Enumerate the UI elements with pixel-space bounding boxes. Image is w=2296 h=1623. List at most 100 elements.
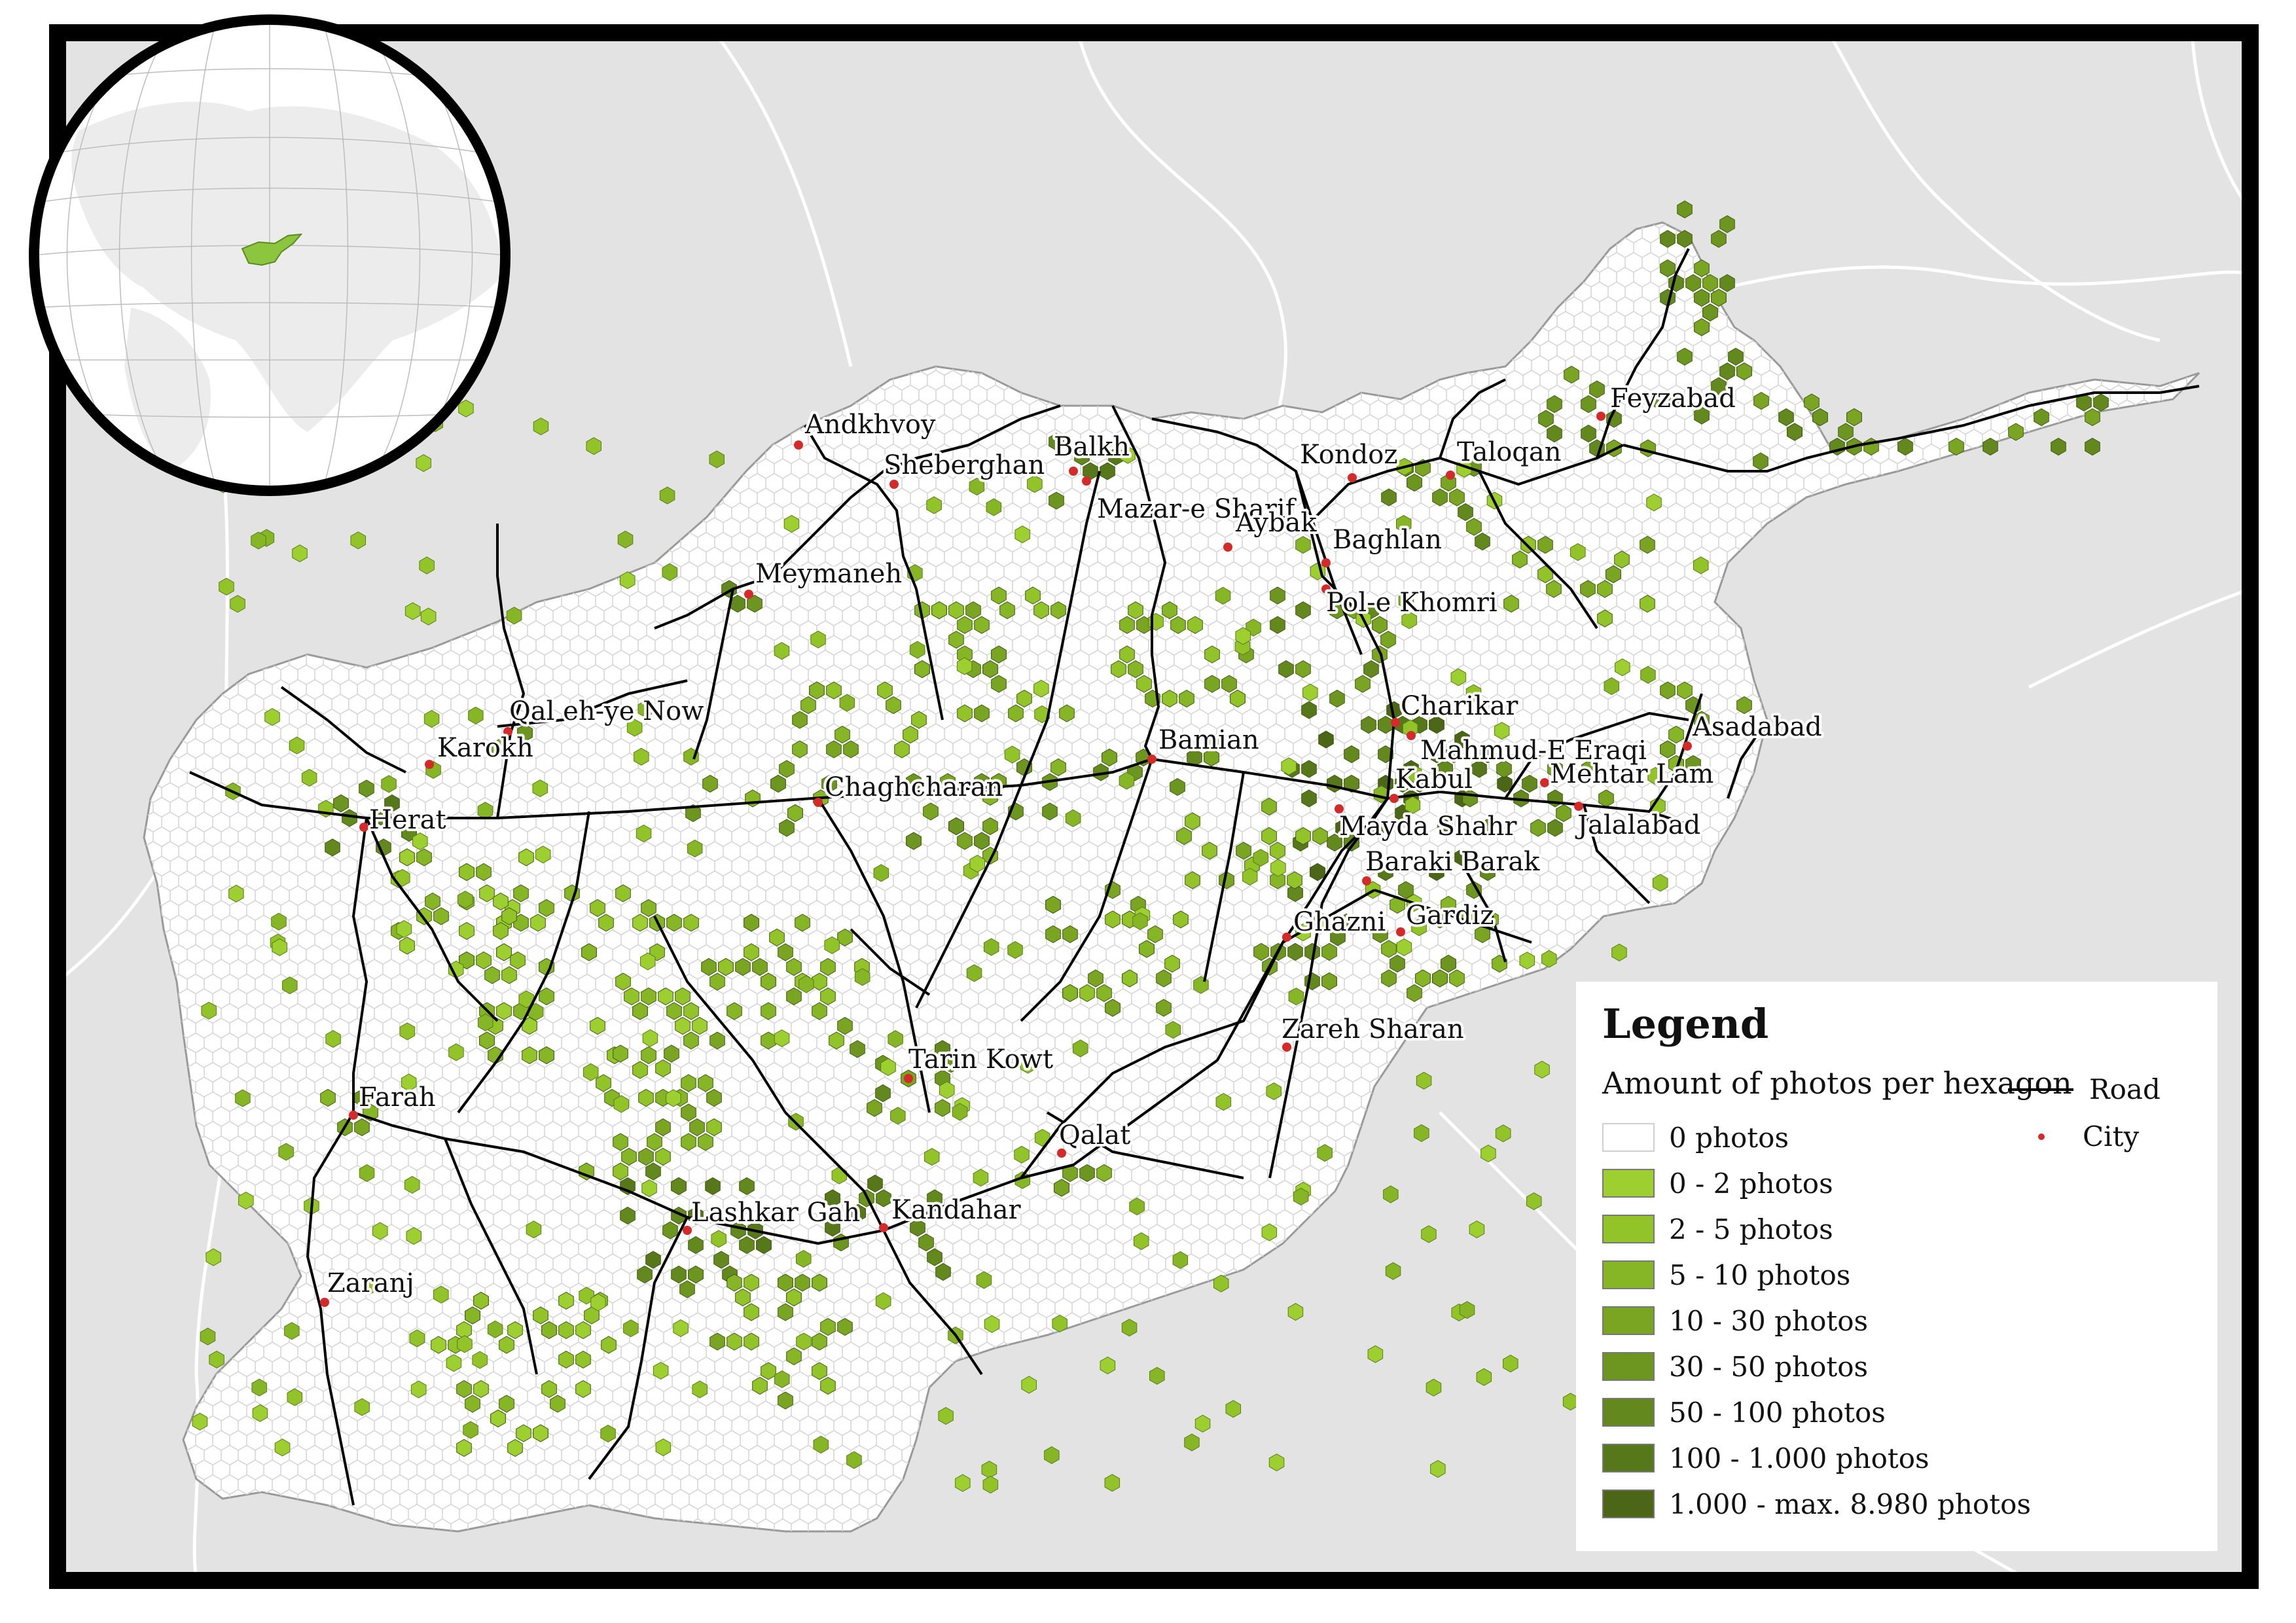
photo-hexagon bbox=[1446, 745, 1462, 764]
photo-hexagon bbox=[2051, 437, 2066, 456]
city-marker bbox=[744, 590, 753, 599]
photo-hexagon bbox=[1049, 433, 1064, 451]
city-karokh: Karokh bbox=[425, 730, 536, 769]
photo-hexagon bbox=[476, 863, 492, 882]
photo-hexagon bbox=[706, 1088, 722, 1107]
photo-hexagon bbox=[1449, 488, 1465, 507]
photo-hexagon bbox=[1381, 488, 1397, 507]
photo-hexagon bbox=[798, 975, 814, 993]
photo-hexagon bbox=[584, 1306, 600, 1325]
photo-hexagon bbox=[493, 892, 509, 911]
city-kandahar: Kandahar bbox=[879, 1192, 1024, 1232]
photo-hexagon bbox=[1615, 658, 1630, 677]
photo-hexagon bbox=[1050, 601, 1066, 620]
photo-hexagon bbox=[829, 1031, 844, 1050]
photo-hexagon bbox=[1100, 462, 1115, 480]
photo-hexagon bbox=[820, 987, 836, 1006]
photo-hexagon bbox=[325, 1030, 341, 1048]
photo-hexagon bbox=[457, 1335, 473, 1353]
photo-hexagon bbox=[1668, 725, 1684, 744]
photo-hexagon bbox=[638, 1088, 654, 1107]
photo-hexagon bbox=[1330, 928, 1346, 946]
photo-hexagon bbox=[1416, 1071, 1432, 1090]
city-label: Mahmud-E Eraqi bbox=[1420, 736, 1647, 766]
photo-hexagon bbox=[1236, 842, 1251, 860]
photo-hexagon bbox=[1677, 230, 1693, 248]
photo-hexagon bbox=[271, 912, 287, 931]
photo-hexagon bbox=[1329, 689, 1345, 708]
photo-hexagon bbox=[583, 1063, 599, 1081]
photo-hexagon bbox=[1475, 925, 1490, 944]
photo-hexagon bbox=[744, 914, 759, 932]
map-frame bbox=[49, 24, 2259, 1589]
photo-hexagon bbox=[1052, 1314, 1067, 1332]
photo-hexagon bbox=[1004, 745, 1020, 764]
photo-hexagon bbox=[473, 1291, 489, 1310]
photo-hexagon bbox=[692, 1016, 708, 1035]
photo-hexagon bbox=[506, 607, 522, 625]
photo-hexagon bbox=[448, 1043, 464, 1061]
photo-hexagon bbox=[1221, 675, 1237, 693]
city-aybak: Aybak bbox=[1223, 505, 1319, 552]
city-label: Karokh bbox=[437, 733, 533, 763]
photo-hexagon bbox=[518, 990, 535, 1008]
photo-hexagon bbox=[1162, 689, 1177, 708]
photo-hexagon bbox=[689, 1118, 705, 1137]
city-marker bbox=[1407, 731, 1416, 740]
photo-hexagon bbox=[687, 840, 703, 858]
photo-hexagon bbox=[948, 817, 964, 836]
photo-hexagon bbox=[1074, 447, 1090, 466]
photo-hexagon bbox=[1027, 475, 1043, 493]
photo-hexagon bbox=[535, 846, 551, 864]
photo-hexagon bbox=[1270, 871, 1285, 889]
photo-hexagon bbox=[991, 645, 1007, 664]
photo-hexagon bbox=[410, 1380, 427, 1399]
photo-hexagon bbox=[843, 740, 859, 758]
legend-item: 5 - 10 photos bbox=[1602, 1255, 1850, 1294]
photo-hexagon bbox=[1605, 565, 1621, 584]
photo-hexagon bbox=[1378, 745, 1393, 764]
photo-hexagon bbox=[675, 1016, 691, 1035]
photo-hexagon bbox=[1164, 954, 1180, 973]
photo-hexagon bbox=[1288, 988, 1304, 1006]
photo-hexagon bbox=[973, 1169, 989, 1187]
photo-hexagon bbox=[966, 964, 982, 982]
photo-hexagon bbox=[459, 951, 475, 970]
photo-hexagon bbox=[906, 773, 922, 791]
photo-hexagon bbox=[1021, 1376, 1037, 1394]
photo-hexagon bbox=[1581, 395, 1596, 414]
city-label: Qalat bbox=[1059, 1120, 1130, 1150]
city-marker bbox=[1282, 933, 1291, 942]
photo-hexagon bbox=[709, 1332, 725, 1351]
photo-hexagon bbox=[655, 1059, 671, 1078]
photo-hexagon bbox=[1381, 940, 1397, 958]
photo-hexagon bbox=[914, 660, 930, 679]
photo-hexagon bbox=[1128, 601, 1143, 620]
photo-hexagon bbox=[333, 794, 349, 813]
photo-hexagon bbox=[613, 1133, 628, 1151]
photo-hexagon bbox=[820, 957, 836, 976]
photo-hexagon bbox=[459, 921, 475, 940]
legend-panel: Legend Amount of photos per hexagon 0 ph… bbox=[1576, 982, 2217, 1551]
photo-hexagon bbox=[1045, 895, 1061, 914]
photo-hexagon bbox=[637, 1265, 653, 1284]
photo-hexagon bbox=[1253, 849, 1268, 867]
city-marker bbox=[794, 440, 803, 450]
city-qal-eh-ye-now: Qal eh-ye Now bbox=[503, 694, 706, 736]
photo-hexagon bbox=[433, 907, 449, 925]
legend-item: 100 - 1.000 photos bbox=[1602, 1438, 1929, 1478]
photo-hexagon bbox=[575, 1321, 591, 1340]
photo-hexagon bbox=[1414, 1124, 1429, 1142]
photo-hexagon bbox=[1173, 910, 1189, 929]
city-baraki-barak: Baraki Barak bbox=[1362, 844, 1543, 885]
photo-hexagon bbox=[911, 711, 927, 729]
photo-hexagon bbox=[1437, 760, 1453, 778]
photo-hexagon bbox=[662, 1221, 678, 1240]
photo-hexagon bbox=[1685, 755, 1701, 774]
city-jalalabad: Jalalabad bbox=[1572, 802, 1703, 843]
city-chaghcharan: Chaghcharan bbox=[814, 770, 1005, 807]
photo-hexagon bbox=[982, 660, 998, 679]
photo-hexagon bbox=[1355, 675, 1371, 693]
photo-hexagon bbox=[623, 1319, 639, 1338]
photo-hexagon bbox=[1475, 532, 1490, 551]
